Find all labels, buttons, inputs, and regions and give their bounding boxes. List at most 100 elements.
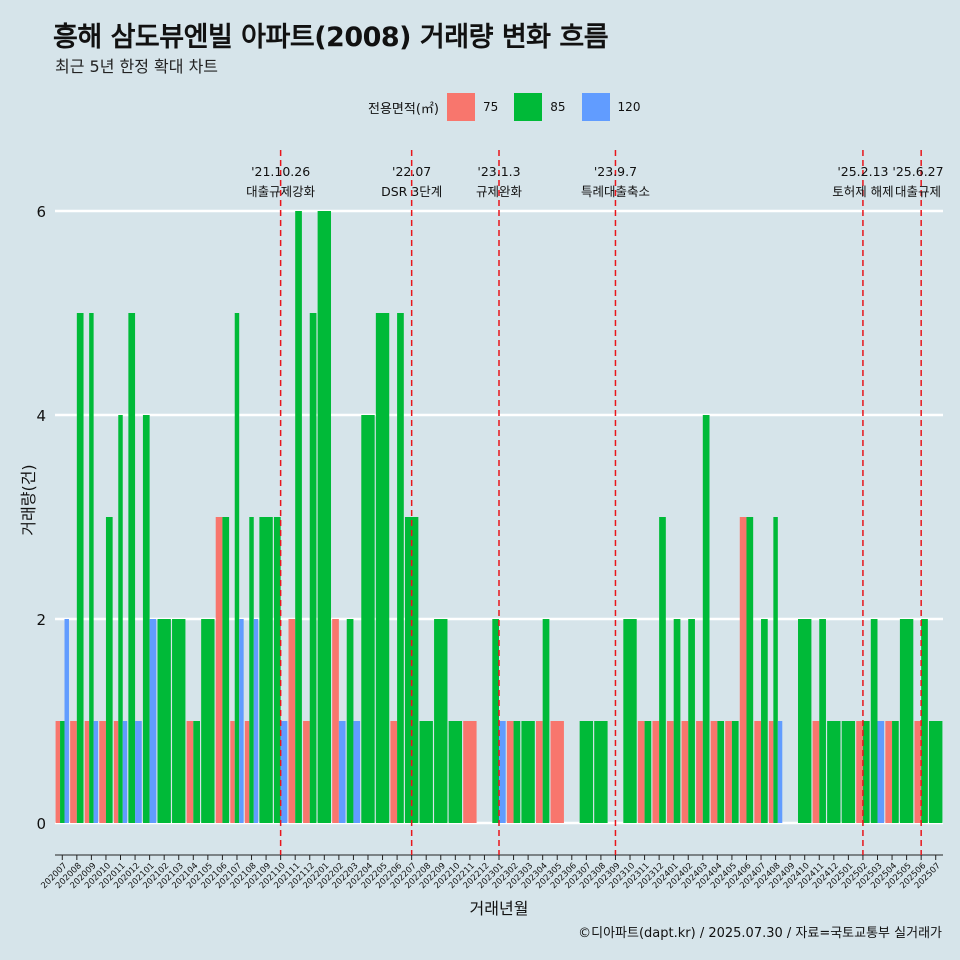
annotation-text: 토허제 해제 — [832, 184, 893, 199]
legend-label-85: 85 — [550, 100, 566, 114]
bar-85-202010 — [105, 517, 113, 823]
bar-85-202403 — [702, 415, 710, 823]
bar-75-202112 — [303, 721, 310, 823]
annotation-date: '25.2.13 — [837, 164, 888, 179]
bar-75-202106 — [215, 517, 223, 823]
bar-75-202411 — [812, 721, 820, 823]
bar-85-202102 — [157, 619, 171, 823]
bar-85-202008 — [76, 313, 84, 823]
bar-85-202104 — [193, 721, 200, 823]
y-axis-title: 거래량(건) — [19, 464, 38, 535]
bar-75-202111 — [288, 619, 296, 823]
bar-85-202505 — [899, 619, 914, 823]
legend-swatch-85 — [514, 93, 543, 121]
bar-85-202303 — [521, 721, 535, 823]
bar-85-202112 — [309, 313, 317, 823]
bar-75-202009 — [84, 721, 90, 823]
bar-85-202410 — [798, 619, 812, 823]
legend-swatch-75 — [446, 93, 475, 121]
bar-85-202111 — [295, 211, 302, 823]
bar-85-202408 — [773, 517, 778, 823]
bar-85-202407 — [761, 619, 768, 823]
bar-75-202504 — [885, 721, 893, 823]
bar-75-202405 — [725, 721, 732, 823]
bar-85-202312 — [659, 517, 666, 823]
bar-85-202201 — [317, 211, 332, 823]
chart-subtitle: 최근 5년 한정 확대 차트 — [55, 57, 219, 76]
bar-75-202107 — [230, 721, 235, 823]
chart-title: 흥해 삼도뷰엔빌 아파트(2008) 거래량 변화 흐름 — [53, 22, 609, 53]
bar-85-202402 — [688, 619, 695, 823]
bar-120-202012 — [135, 721, 142, 823]
bar-75-202104 — [186, 721, 194, 823]
bar-75-202010 — [99, 721, 106, 823]
bar-75-202211 — [463, 721, 477, 823]
y-tick-label: 0 — [36, 815, 46, 833]
annotation-date: '22.07 — [392, 164, 431, 179]
legend-swatch-120 — [581, 93, 610, 121]
bar-85-202011 — [118, 415, 123, 823]
bar-85-202404 — [717, 721, 725, 823]
bar-120-202108 — [253, 619, 259, 823]
bar-85-202107 — [234, 313, 240, 823]
bar-75-202304 — [535, 721, 543, 823]
annotation-date: '23.1.3 — [477, 164, 520, 179]
bar-85-202205 — [375, 313, 390, 823]
bar-85-202007 — [60, 721, 65, 823]
bar-85-202406 — [746, 517, 754, 823]
bar-85-202507 — [929, 721, 943, 823]
bar-85-202310 — [623, 619, 637, 823]
bar-75-202402 — [681, 721, 689, 823]
bar-85-202105 — [201, 619, 215, 823]
annotation-text: 대출규제 — [895, 184, 941, 199]
bar-120-202007 — [64, 619, 69, 823]
source-caption: ©디아파트(dapt.kr) / 2025.07.30 / 자료=국토교통부 실… — [578, 926, 942, 941]
bar-85-202108 — [249, 517, 254, 823]
bar-75-202311 — [637, 721, 645, 823]
bar-85-202210 — [448, 721, 463, 823]
bar-85-202206 — [397, 313, 404, 823]
bar-85-202203 — [346, 619, 354, 823]
bar-85-202411 — [819, 619, 826, 823]
bar-75-202404 — [710, 721, 718, 823]
y-tick-label: 2 — [36, 611, 46, 629]
bar-75-202401 — [666, 721, 674, 823]
bar-85-202109 — [259, 517, 273, 823]
bar-85-202401 — [673, 619, 681, 823]
bar-85-202204 — [361, 415, 375, 823]
annotation-text: 규제완화 — [476, 184, 523, 199]
bar-85-202307 — [579, 721, 594, 823]
bar-75-202108 — [244, 721, 250, 823]
bar-75-202502 — [856, 721, 863, 823]
legend: 전용면적(㎡) 75 85 120 — [368, 93, 656, 121]
bar-85-202302 — [513, 721, 521, 823]
bar-85-202208 — [419, 721, 433, 823]
annotation-date: '25.6.27 — [892, 164, 943, 179]
bar-75-202007 — [55, 721, 61, 823]
bar-85-202311 — [644, 721, 652, 823]
bar-120-202203 — [353, 721, 361, 823]
bar-75-202302 — [506, 721, 514, 823]
bar-85-202412 — [827, 721, 841, 823]
bar-85-202110 — [273, 517, 281, 823]
legend-label-120: 120 — [617, 100, 641, 114]
bar-120-202202 — [338, 721, 346, 823]
bar-85-202012 — [128, 313, 136, 823]
bar-75-202011 — [113, 721, 119, 823]
bar-85-202301 — [492, 619, 499, 823]
bar-120-202107 — [239, 619, 244, 823]
bar-85-202502 — [862, 721, 870, 823]
bar-85-202308 — [594, 721, 608, 823]
legend-label-75: 75 — [482, 100, 499, 114]
annotation-date: '23.9.7 — [594, 164, 637, 179]
bar-75-202202 — [332, 619, 339, 823]
bar-75-202506 — [914, 721, 922, 823]
bar-85-202504 — [892, 721, 899, 823]
bar-120-202408 — [777, 721, 783, 823]
bar-85-202103 — [172, 619, 186, 823]
bar-120-202110 — [280, 721, 288, 823]
legend-title: 전용면적(㎡) — [368, 101, 439, 117]
bar-85-202501 — [841, 721, 856, 823]
